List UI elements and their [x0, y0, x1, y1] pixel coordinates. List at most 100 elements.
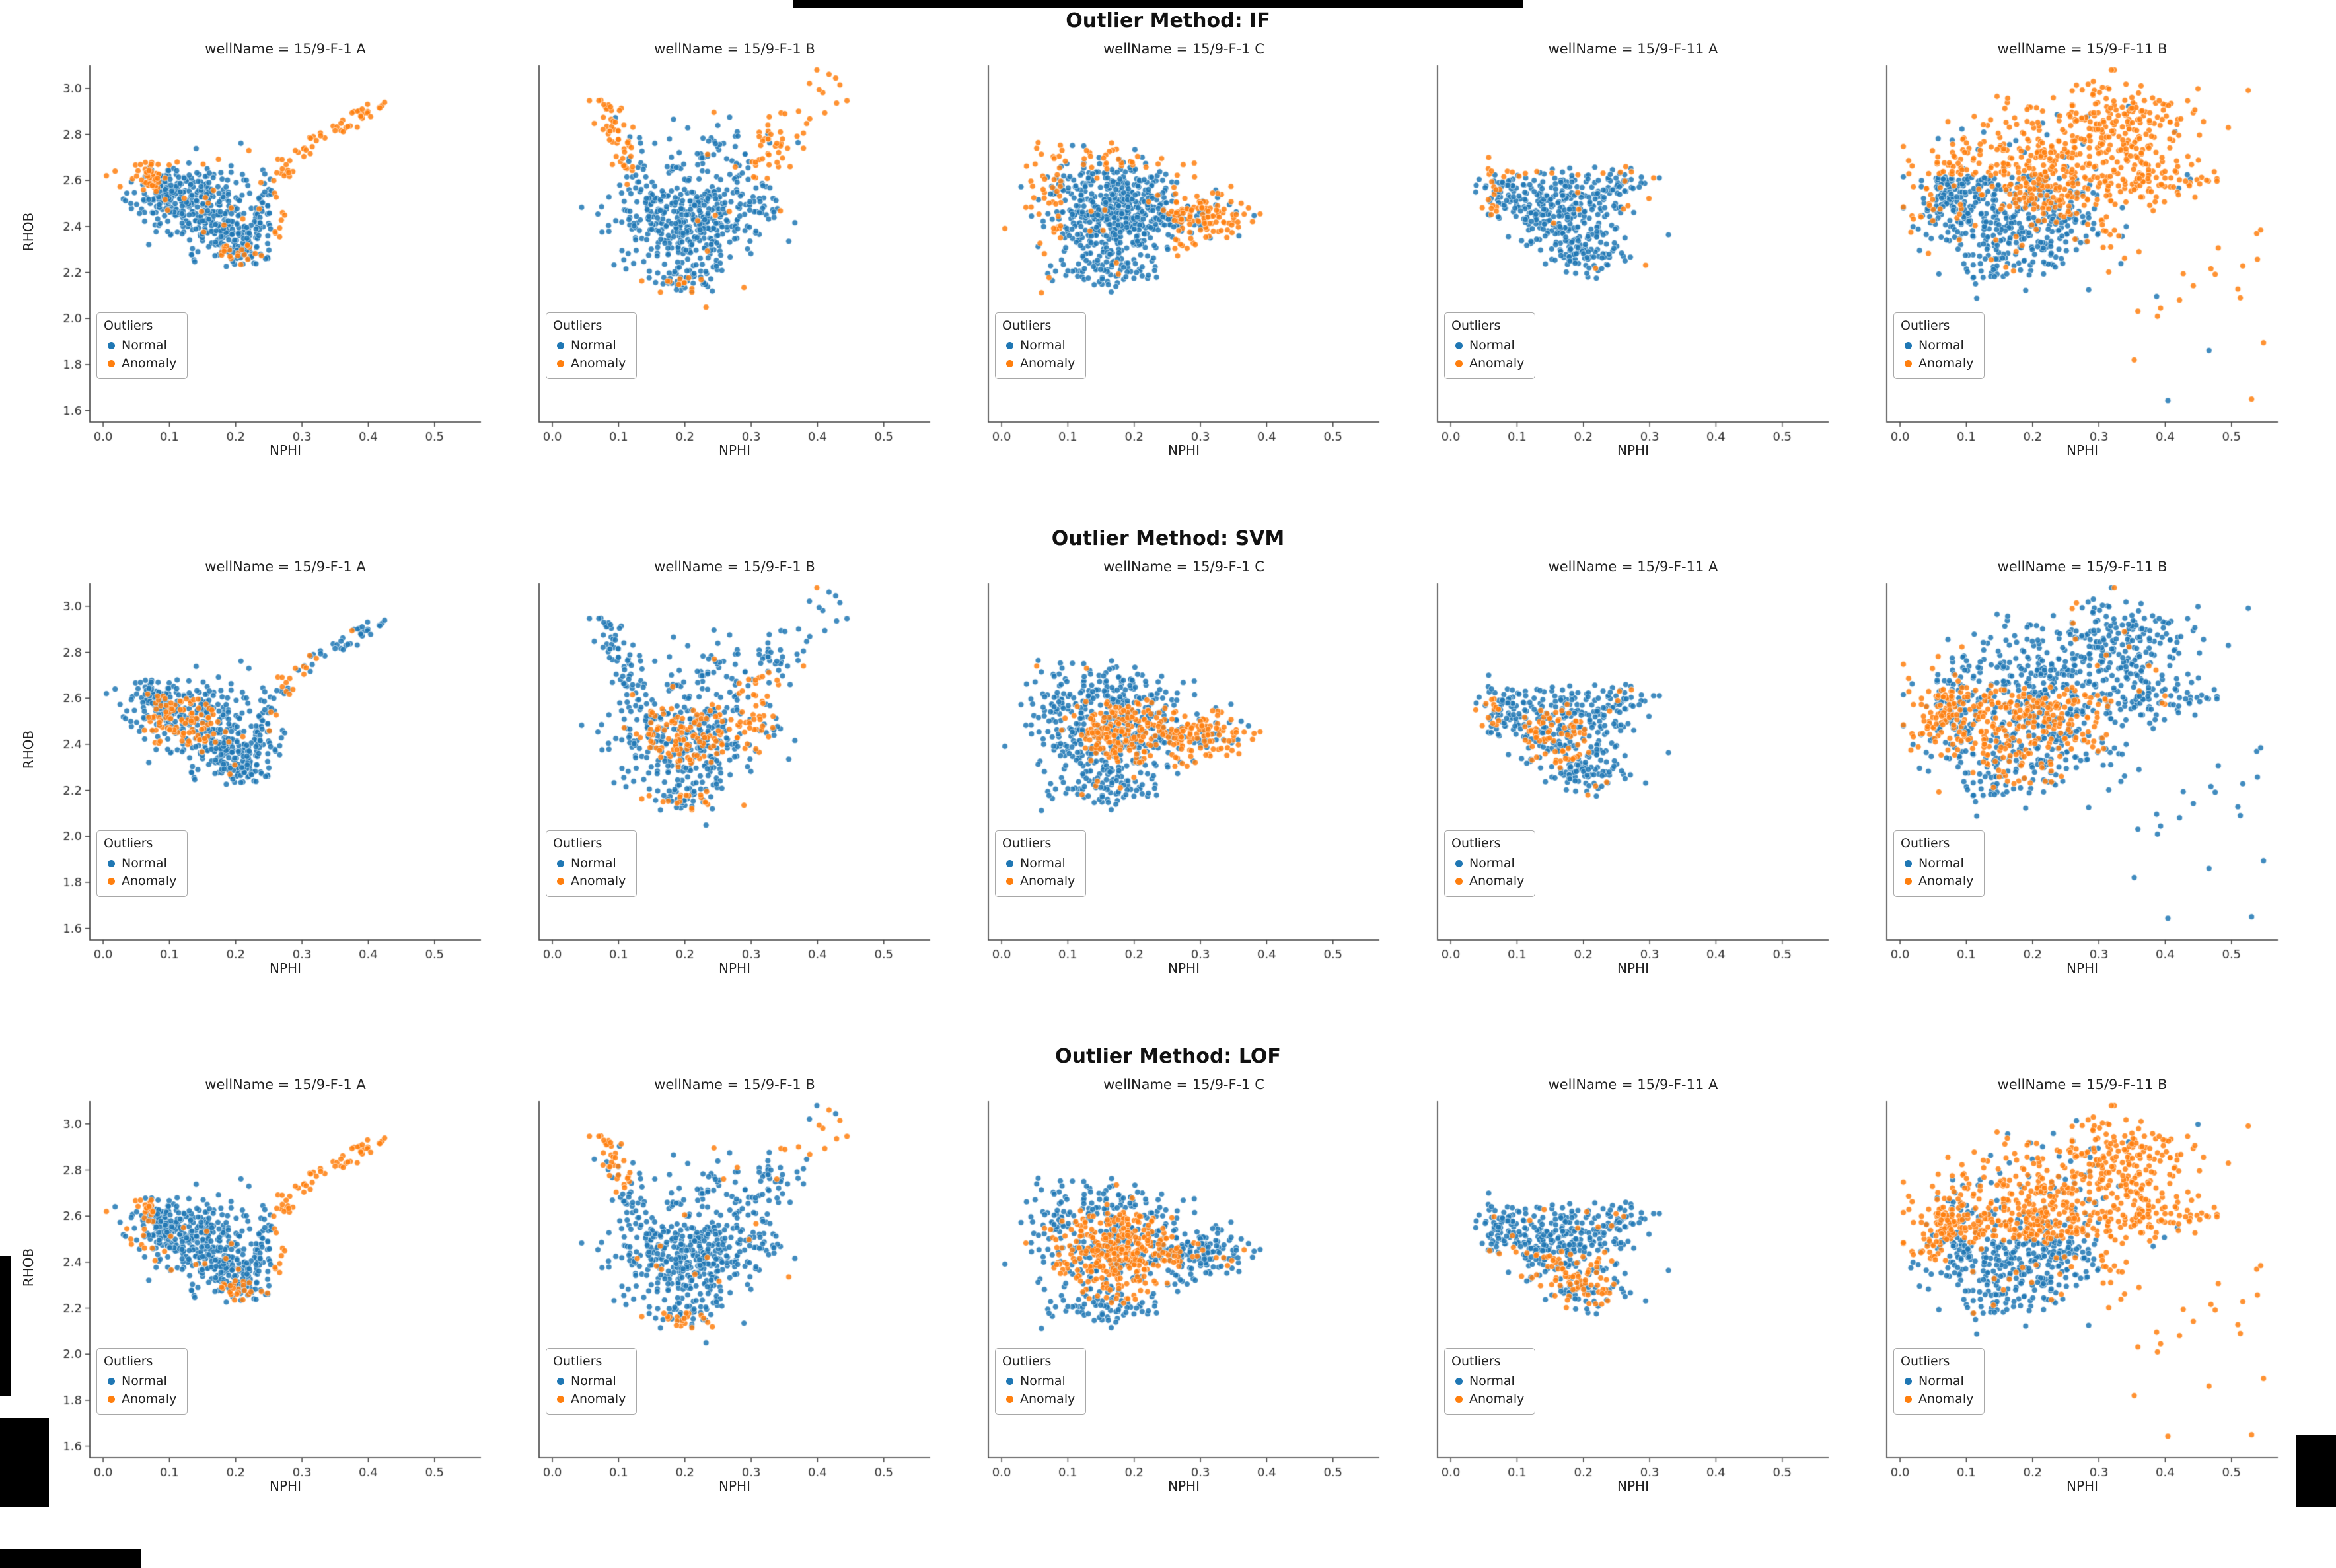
- x-axis-label: NPHI: [2066, 960, 2098, 976]
- legend-title: Outliers: [104, 1354, 153, 1369]
- subplot-3-2: wellName = 15/9-F-1 B NPHI Outliers Normal A…: [506, 1075, 935, 1494]
- legend-entry-anomaly: Anomaly: [1002, 1390, 1075, 1409]
- legend-entry-normal: Normal: [1002, 855, 1075, 873]
- legend-dot-icon: [1455, 878, 1463, 886]
- legend-dot-icon: [557, 859, 564, 867]
- legend-label: Normal: [1020, 1373, 1066, 1388]
- legend: Outliers Normal Anomaly: [1893, 830, 1985, 897]
- legend-entry-normal: Normal: [1451, 855, 1524, 873]
- method-title-lof: Outlier Method: LOF: [1055, 1045, 1281, 1068]
- legend-title: Outliers: [104, 318, 153, 333]
- panels-row-svm: wellName = 15/9-F-1 A RHOB NPHI Outliers Nor…: [0, 557, 2336, 976]
- scatter-plot-canvas: [57, 577, 486, 963]
- legend-label: Normal: [1469, 855, 1515, 871]
- legend-dot-icon: [1006, 1377, 1013, 1385]
- subplot-1-3: wellName = 15/9-F-1 C NPHI Outliers Normal A…: [955, 39, 1385, 458]
- y-axis-label: RHOB: [20, 212, 37, 252]
- legend: Outliers Normal Anomaly: [1444, 312, 1536, 379]
- legend-entry-anomaly: Anomaly: [553, 873, 626, 891]
- legend-entry-anomaly: Anomaly: [1901, 355, 1973, 373]
- redaction-block: [2296, 1435, 2336, 1507]
- subplot-2-5: wellName = 15/9-F-11 B NPHI Outliers Normal…: [1854, 557, 2283, 976]
- legend-label: Normal: [122, 855, 167, 871]
- x-axis-label: NPHI: [1617, 443, 1649, 458]
- legend-dot-icon: [108, 878, 115, 886]
- legend: Outliers Normal Anomaly: [995, 830, 1087, 897]
- scatter-plot-canvas: [1854, 577, 2283, 963]
- legend-dot-icon: [108, 360, 115, 368]
- subplot-title: wellName = 15/9-F-11 A: [1548, 559, 1718, 575]
- legend-dot-icon: [1006, 360, 1013, 368]
- subplot-title: wellName = 15/9-F-1 B: [654, 1077, 815, 1092]
- redaction-block: [793, 0, 1523, 8]
- subplot-1-2: wellName = 15/9-F-1 B NPHI Outliers Normal A…: [506, 39, 935, 458]
- legend-dot-icon: [1006, 878, 1013, 886]
- legend-title: Outliers: [1901, 1354, 1950, 1369]
- legend: Outliers Normal Anomaly: [96, 312, 188, 379]
- x-axis-label: NPHI: [1168, 960, 1200, 976]
- legend-dot-icon: [1455, 360, 1463, 368]
- legend-dot-icon: [1905, 1377, 1912, 1385]
- legend-dot-icon: [1006, 1396, 1013, 1404]
- legend-entry-normal: Normal: [104, 337, 176, 355]
- legend-entry-anomaly: Anomaly: [1451, 1390, 1524, 1409]
- legend-title: Outliers: [1451, 836, 1501, 851]
- legend-entry-anomaly: Anomaly: [1451, 355, 1524, 373]
- legend: Outliers Normal Anomaly: [1444, 830, 1536, 897]
- subplot-title: wellName = 15/9-F-11 B: [1997, 41, 2168, 57]
- subplot-1-1: wellName = 15/9-F-1 A RHOB NPHI Outliers Nor…: [20, 39, 486, 458]
- legend-label: Anomaly: [1469, 874, 1525, 889]
- legend-label: Anomaly: [1469, 1392, 1525, 1407]
- panels-row-lof: wellName = 15/9-F-1 A RHOB NPHI Outliers Nor…: [0, 1075, 2336, 1494]
- subplot-title: wellName = 15/9-F-11 A: [1548, 41, 1718, 57]
- legend-dot-icon: [1905, 360, 1912, 368]
- subplot-3-3: wellName = 15/9-F-1 C NPHI Outliers Normal A…: [955, 1075, 1385, 1494]
- method-title-if: Outlier Method: IF: [1066, 9, 1270, 32]
- x-axis-label: NPHI: [719, 1478, 750, 1494]
- x-axis-label: NPHI: [1168, 1478, 1200, 1494]
- legend-dot-icon: [1006, 341, 1013, 349]
- x-axis-label: NPHI: [719, 443, 750, 458]
- legend-entry-normal: Normal: [1451, 1372, 1524, 1391]
- subplot-title: wellName = 15/9-F-1 C: [1103, 559, 1264, 575]
- legend-entry-normal: Normal: [104, 1372, 176, 1391]
- scatter-plot-canvas: [57, 59, 486, 445]
- legend-dot-icon: [1905, 859, 1912, 867]
- subplot-title: wellName = 15/9-F-1 A: [205, 1077, 366, 1092]
- method-row-if: Outlier Method: IF wellName = 15/9-F-1 A…: [0, 0, 2336, 518]
- legend-entry-normal: Normal: [1002, 337, 1075, 355]
- subplot-title: wellName = 15/9-F-1 B: [654, 559, 815, 575]
- legend-title: Outliers: [1002, 1354, 1052, 1369]
- legend: Outliers Normal Anomaly: [995, 1348, 1087, 1415]
- legend-dot-icon: [1455, 1396, 1463, 1404]
- scatter-plot-canvas: [955, 59, 1385, 445]
- scatter-plot-canvas: [506, 577, 935, 963]
- legend-entry-normal: Normal: [1451, 337, 1524, 355]
- legend-entry-anomaly: Anomaly: [104, 873, 176, 891]
- scatter-plot-canvas: [506, 1094, 935, 1481]
- legend-label: Anomaly: [1020, 1392, 1076, 1407]
- legend-dot-icon: [557, 341, 564, 349]
- subplot-2-4: wellName = 15/9-F-11 A NPHI Outliers Normal…: [1405, 557, 1834, 976]
- legend-dot-icon: [108, 859, 115, 867]
- legend-title: Outliers: [1901, 836, 1950, 851]
- subplot-1-5: wellName = 15/9-F-11 B NPHI Outliers Normal…: [1854, 39, 2283, 458]
- legend: Outliers Normal Anomaly: [546, 830, 638, 897]
- legend-entry-normal: Normal: [553, 1372, 626, 1391]
- legend: Outliers Normal Anomaly: [1893, 312, 1985, 379]
- legend-label: Anomaly: [1020, 356, 1076, 371]
- legend-dot-icon: [108, 1396, 115, 1404]
- legend-entry-normal: Normal: [1901, 855, 1973, 873]
- legend-label: Anomaly: [122, 874, 177, 889]
- legend-label: Normal: [571, 1373, 616, 1388]
- legend-title: Outliers: [1002, 318, 1052, 333]
- legend-label: Normal: [571, 338, 616, 353]
- scatter-plot-canvas: [955, 577, 1385, 963]
- subplot-1-4: wellName = 15/9-F-11 A NPHI Outliers Normal…: [1405, 39, 1834, 458]
- x-axis-label: NPHI: [1617, 960, 1649, 976]
- legend-entry-normal: Normal: [1901, 337, 1973, 355]
- legend-dot-icon: [557, 1396, 564, 1404]
- legend-label: Anomaly: [122, 356, 177, 371]
- legend: Outliers Normal Anomaly: [1893, 1348, 1985, 1415]
